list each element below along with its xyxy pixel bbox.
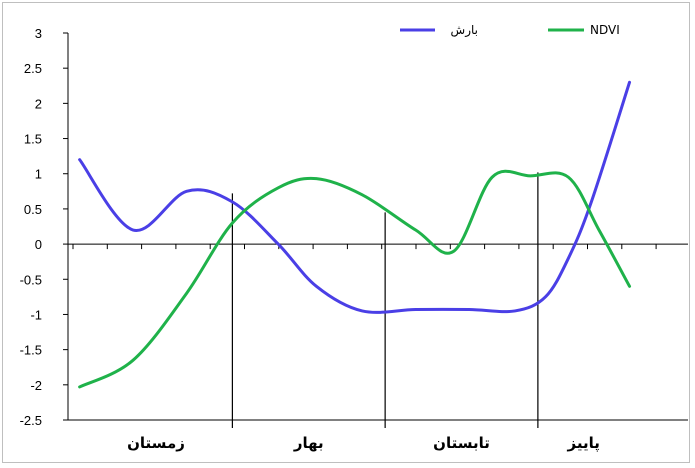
- y-axis: 3 2.5 2 1.5 1 0.5 0 -0.5 -1 -1.5 -2 -2.5: [20, 26, 69, 428]
- y-tick-label: -2: [30, 378, 42, 393]
- y-tick-label: 2.5: [24, 61, 42, 76]
- x-axis: زمستان بهار تابستان پاییز: [68, 243, 688, 453]
- season-label: تابستان: [433, 434, 490, 452]
- series-lines: [78, 80, 632, 389]
- y-tick-label: 1.5: [24, 132, 42, 147]
- series-line-precipitation: [78, 80, 632, 314]
- season-label: بهار: [293, 434, 324, 452]
- chart-frame: [2, 2, 690, 463]
- series-line-ndvi: [78, 169, 632, 389]
- y-tick-label: 0.5: [24, 202, 42, 217]
- y-tick-label: -0.5: [20, 272, 42, 287]
- legend-label: بارش: [451, 23, 478, 38]
- season-label: زمستان: [127, 434, 185, 452]
- y-tick-label: -2.5: [20, 413, 42, 428]
- y-tick-label: 2: [35, 96, 42, 111]
- y-tick-label: -1: [30, 307, 42, 322]
- season-label: پاییز: [567, 434, 600, 453]
- y-tick-label: 3: [35, 26, 42, 41]
- legend-label: NDVI: [590, 23, 620, 37]
- legend: بارش NDVI: [400, 23, 620, 38]
- y-tick-label: 1: [35, 167, 42, 182]
- season-dividers: [231, 172, 539, 428]
- y-tick-label: 0: [35, 237, 42, 252]
- y-tick-label: -1.5: [20, 343, 42, 358]
